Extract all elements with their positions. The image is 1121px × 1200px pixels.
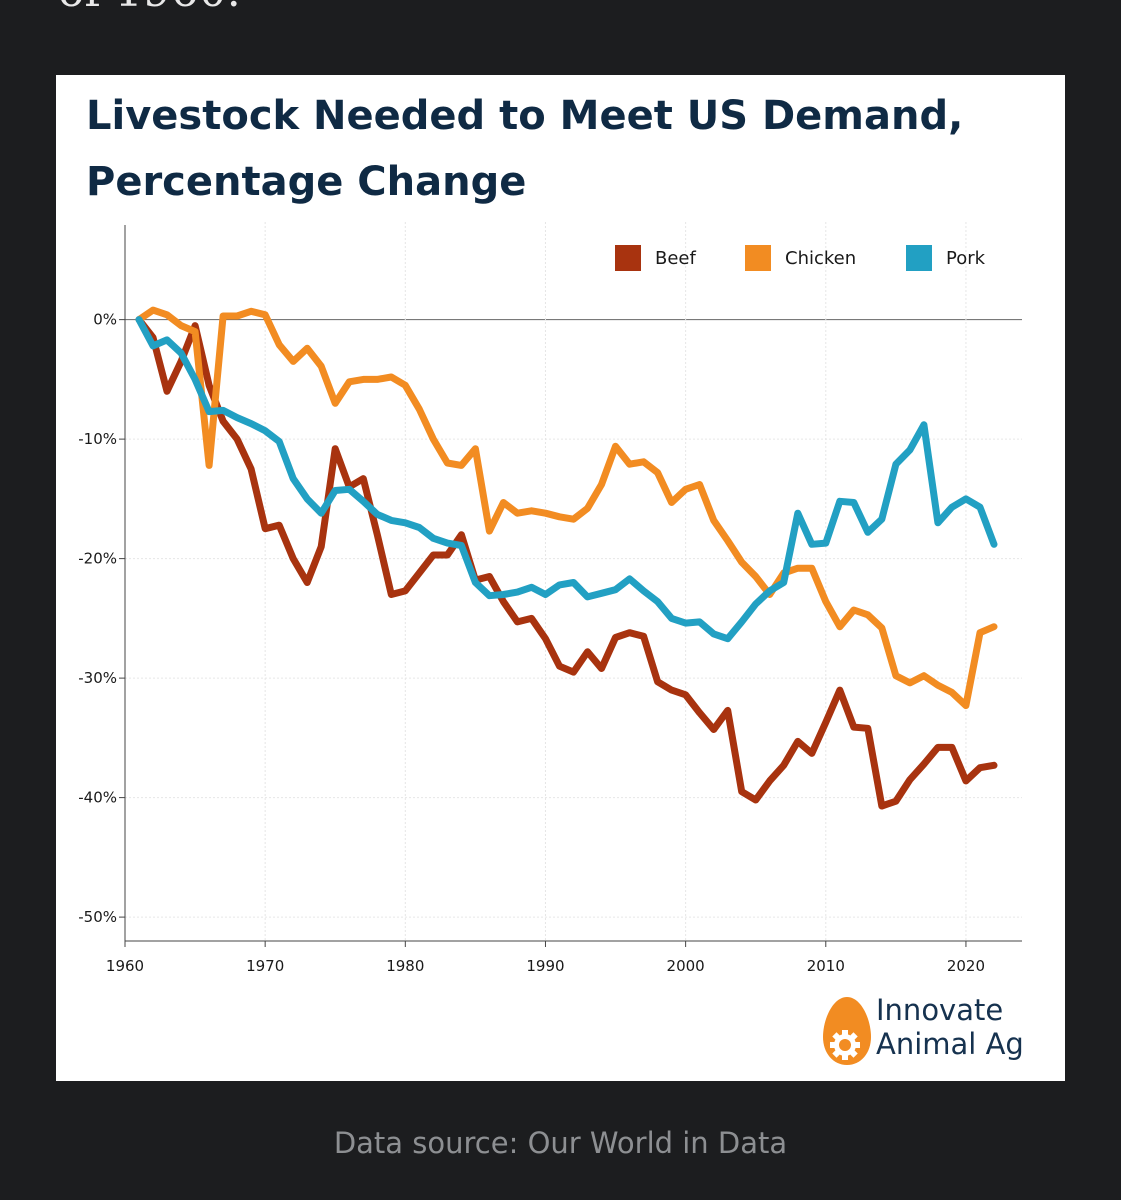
y-tick-label: -30% — [78, 669, 117, 687]
series-line-beef — [135, 316, 998, 810]
x-tick-label: 1970 — [246, 957, 284, 975]
brand-line-1: Innovate — [876, 993, 1004, 1027]
brand-line-2: Animal Ag — [876, 1027, 1024, 1061]
legend-label-chicken: Chicken — [785, 248, 856, 269]
y-tick-label: -50% — [78, 908, 117, 926]
x-tick-label: 2000 — [667, 957, 705, 975]
y-tick-label: -10% — [78, 430, 117, 448]
x-tick-label: 2010 — [807, 957, 845, 975]
series-line-pork — [135, 316, 998, 643]
x-tick-label: 1980 — [386, 957, 424, 975]
line-chart: 0% -10% -20% -30% -40% -50% 1960 1970 1980 1990 20… — [78, 222, 1022, 975]
innovate-animal-ag-logo: Innovate Animal Ag — [821, 991, 1051, 1069]
egg-gear-icon — [823, 997, 871, 1065]
x-tick-label: 1960 — [106, 957, 144, 975]
legend-label-beef: Beef — [655, 248, 696, 269]
legend-swatch-beef — [615, 245, 641, 271]
preceding-text-fragment: of 1960. — [58, 0, 241, 17]
x-tick-label: 2020 — [947, 957, 985, 975]
chart-card: Livestock Needed to Meet US Demand, Perc… — [56, 75, 1065, 1081]
legend-label-pork: Pork — [946, 248, 986, 269]
legend-swatch-pork — [906, 245, 932, 271]
series-line-chicken — [135, 306, 998, 710]
data-source-caption: Data source: Our World in Data — [333, 1126, 788, 1160]
y-tick-label: 0% — [93, 311, 117, 329]
y-tick-label: -40% — [78, 789, 117, 807]
chart-title: Livestock Needed to Meet US Demand, Perc… — [86, 93, 964, 205]
legend-swatch-chicken — [745, 245, 771, 271]
y-tick-label: -20% — [78, 550, 117, 568]
x-tick-label: 1990 — [526, 957, 564, 975]
